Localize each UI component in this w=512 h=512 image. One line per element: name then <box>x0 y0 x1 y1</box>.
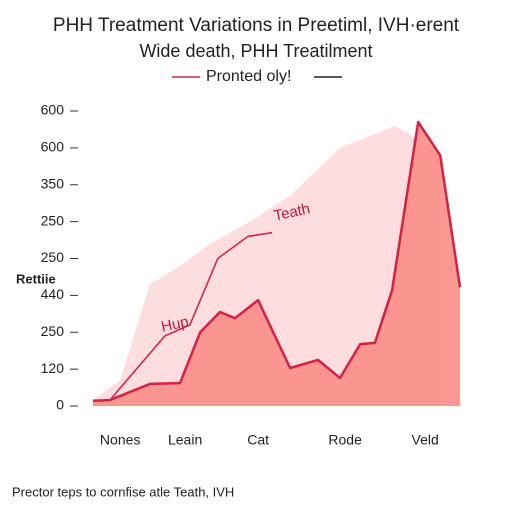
x-tick-label: Leain <box>168 432 202 448</box>
y-tick-label: 600 <box>41 139 65 155</box>
y-tick-label: 600 <box>41 102 65 118</box>
y-tick-label: 0 <box>56 397 64 413</box>
area <box>93 125 441 407</box>
y-tick-label: 440 <box>41 286 65 302</box>
annotation: Hup <box>160 313 190 335</box>
legend-label: Pronted oly! <box>206 68 291 85</box>
x-tick-label: Nones <box>100 432 140 448</box>
y-tick-label: 250 <box>41 249 65 265</box>
footer: Prector teps to cornfise atle Teath, IVH <box>12 484 234 499</box>
y-tick-label: 250 <box>41 323 65 339</box>
line <box>109 231 273 401</box>
y-tick-label: 350 <box>41 175 65 191</box>
x-tick-label: Rode <box>328 432 362 448</box>
y-axis-label: Rettiie <box>16 271 56 286</box>
area-outline <box>92 120 462 403</box>
area <box>93 122 460 406</box>
y-tick-label: 120 <box>41 360 65 376</box>
x-tick-label: Veld <box>412 432 439 448</box>
y-tick-label: 250 <box>41 212 65 228</box>
x-tick-label: Cat <box>247 432 269 448</box>
chart-title: PHH Treatment Variations in Preetiml, IV… <box>53 15 460 36</box>
chart-subtitle: Wide death, PHH Treatilment <box>139 41 372 61</box>
